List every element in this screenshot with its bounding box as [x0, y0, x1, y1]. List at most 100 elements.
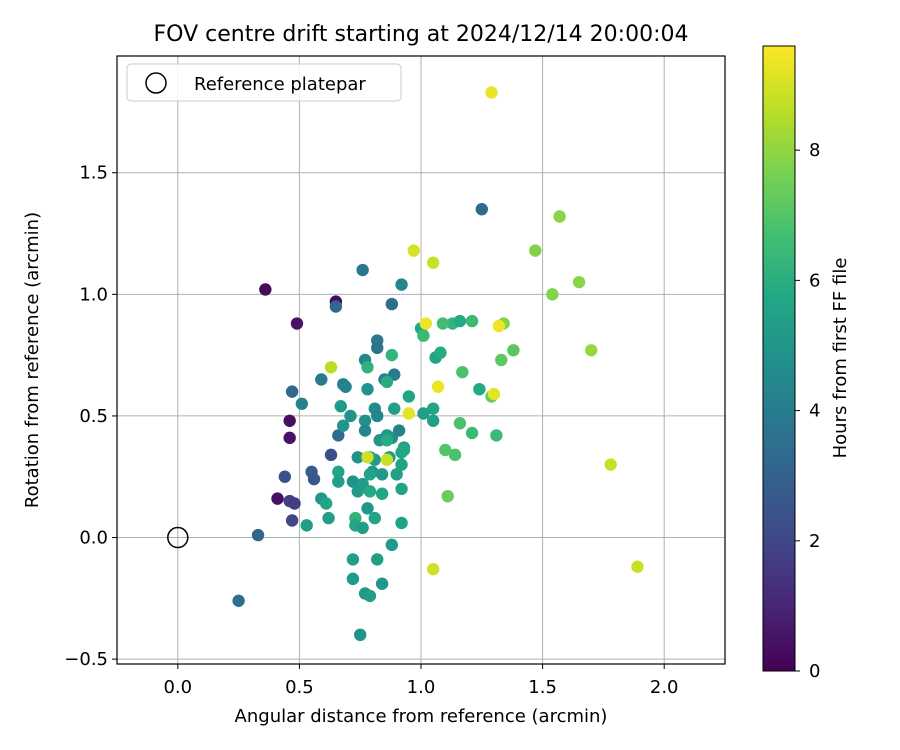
colorbar-label: Hours from first FF file: [830, 258, 851, 459]
scatter-point: [332, 475, 345, 488]
scatter-point: [278, 470, 292, 483]
scatter-point: [585, 344, 598, 357]
scatter-point: [324, 361, 338, 374]
scatter-point: [492, 319, 506, 333]
scatter-point: [363, 468, 377, 481]
scatter-point: [465, 314, 479, 328]
colorbar-tick-label: 6: [809, 270, 820, 291]
scatter-point: [346, 553, 360, 566]
scatter-point: [448, 448, 462, 462]
scatter-point: [307, 472, 321, 486]
scatter-point: [465, 426, 479, 440]
x-tick-label: 1.0: [407, 677, 436, 698]
colorbar-ticks: 0 2 4 6 8: [795, 140, 820, 682]
scatter-point: [402, 390, 416, 403]
scatter-point: [336, 419, 350, 432]
colorbar: 0 2 4 6 8 Hours from first FF file: [762, 45, 851, 682]
scatter-point: [475, 203, 488, 216]
scatter-point: [572, 275, 586, 289]
scatter-point: [402, 407, 416, 420]
scatter-point: [436, 317, 450, 330]
scatter-point: [426, 402, 440, 415]
scatter-point: [344, 409, 357, 423]
colorbar-tick-label: 2: [809, 531, 820, 552]
scatter-point: [553, 210, 566, 223]
scatter-point: [251, 528, 265, 542]
scatter-point: [439, 443, 452, 457]
legend-box: [126, 63, 402, 102]
scatter-point: [358, 414, 372, 427]
scatter-points: [232, 86, 644, 642]
scatter-point: [431, 380, 445, 393]
scatter-point: [363, 589, 377, 603]
x-tick-label: 0.5: [285, 677, 314, 698]
colorbar-tick-label: 4: [809, 401, 820, 422]
scatter-point: [339, 380, 352, 393]
scatter-point: [319, 497, 333, 510]
scatter-point: [490, 429, 503, 442]
scatter-point: [232, 594, 245, 607]
y-axis-label: Rotation from reference (arcmin): [22, 212, 43, 508]
legend-reference-marker-icon: [145, 72, 167, 94]
scatter-point: [419, 317, 433, 330]
scatter-point: [417, 329, 430, 342]
grid: [117, 56, 725, 664]
scatter-point: [283, 431, 296, 445]
scatter-point: [363, 485, 377, 498]
scatter-point: [361, 502, 374, 515]
scatter-point: [453, 417, 467, 430]
scatter-point: [604, 458, 617, 471]
x-tick-label: 1.5: [528, 677, 557, 698]
scatter-point: [434, 346, 447, 359]
y-tick-label: 1.5: [79, 163, 108, 184]
scatter-point: [332, 429, 345, 442]
scatter-point: [285, 385, 299, 398]
y-tick-label: −0.5: [64, 649, 108, 670]
reference-platepar-marker: [167, 526, 189, 549]
colorbar-tick-label: 8: [809, 140, 820, 161]
reference-marker-group: [167, 526, 189, 549]
scatter-point: [322, 511, 335, 525]
x-tick-label: 2.0: [650, 677, 679, 698]
scatter-point: [380, 375, 394, 389]
scatter-point: [371, 341, 384, 355]
scatter-point: [395, 278, 408, 291]
x-axis-label: Angular distance from reference (arcmin): [235, 706, 608, 727]
y-axis-ticks: −0.5 0.0 0.5 1.0 1.5: [64, 163, 117, 670]
y-tick-label: 0.5: [79, 406, 108, 427]
scatter-point: [288, 497, 301, 510]
scatter-point: [390, 468, 403, 481]
colorbar-tick-label: 0: [809, 661, 820, 682]
scatter-point: [395, 458, 408, 471]
scatter-point: [361, 361, 374, 374]
scatter-point: [371, 553, 384, 566]
scatter-point: [395, 516, 408, 530]
scatter-point: [473, 382, 486, 396]
scatter-point: [329, 300, 343, 313]
scatter-point: [397, 443, 411, 457]
legend-entry-reference: Reference platepar: [194, 74, 366, 95]
scatter-point: [426, 256, 440, 269]
scatter-point: [368, 511, 381, 525]
scatter-point: [485, 86, 498, 99]
scatter-point: [395, 482, 408, 496]
scatter-point: [354, 628, 367, 642]
scatter-point: [356, 521, 369, 535]
scatter-point: [375, 487, 389, 500]
scatter-point: [356, 263, 369, 277]
scatter-point: [283, 414, 296, 427]
scatter-point: [295, 397, 309, 410]
scatter-point: [385, 348, 399, 362]
colorbar-gradient: [762, 45, 796, 672]
scatter-point: [271, 492, 284, 505]
scatter-point: [380, 453, 394, 466]
scatter-point: [529, 244, 542, 257]
legend: Reference platepar: [126, 63, 402, 102]
scatter-point: [407, 244, 420, 257]
scatter-point: [426, 414, 440, 427]
scatter-point: [259, 283, 272, 296]
scatter-point: [315, 373, 328, 386]
scatter-point: [385, 538, 399, 552]
scatter-point: [361, 382, 374, 396]
